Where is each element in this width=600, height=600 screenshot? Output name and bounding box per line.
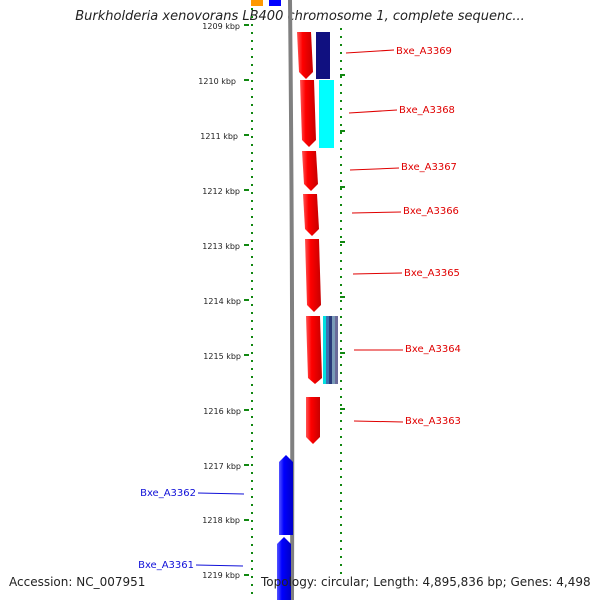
tick-label: 1210 kbp [198, 77, 236, 86]
blue-feature-top[interactable] [269, 0, 281, 6]
gene-arrow-bxe-a3365[interactable] [305, 239, 321, 312]
tick-label: 1209 kbp [202, 22, 240, 31]
gene-arrow-bxe-a3368[interactable] [300, 80, 316, 147]
tick-mark [244, 244, 249, 246]
cyan-feature[interactable] [319, 80, 334, 148]
gene-label-bxe-a3363[interactable]: Bxe_A3363 [405, 416, 461, 427]
tick-mark [340, 408, 345, 410]
tick-mark [244, 354, 249, 356]
gene-label-bxe-a3369[interactable]: Bxe_A3369 [396, 46, 452, 57]
tick-label: 1219 kbp [202, 571, 240, 580]
tick-label: 1213 kbp [202, 242, 240, 251]
tick-labels: 1209 kbp 1210 kbp 1211 kbp 1212 kbp 1213… [198, 22, 241, 580]
gene-arrow-bxe-a3369[interactable] [297, 32, 313, 79]
ticks-inner [244, 24, 249, 576]
tick-mark [244, 519, 249, 521]
gene-arrow-bxe-a3364[interactable] [306, 316, 322, 384]
tick-label: 1211 kbp [200, 132, 238, 141]
tick-mark [244, 464, 249, 466]
gene-label-bxe-a3362[interactable]: Bxe_A3362 [140, 488, 196, 499]
gene-label-bxe-a3361[interactable]: Bxe_A3361 [138, 560, 194, 571]
gene-label-bxe-a3366[interactable]: Bxe_A3366 [403, 206, 459, 217]
gene-arrow-bxe-a3367[interactable] [302, 151, 318, 191]
gene-label-bxe-a3365[interactable]: Bxe_A3365 [404, 268, 460, 279]
navy-feature[interactable] [316, 32, 330, 79]
gene-arrow-bxe-a3366[interactable] [303, 194, 319, 236]
tick-mark [244, 299, 249, 301]
tick-mark [244, 409, 249, 411]
striped-feature[interactable] [323, 316, 338, 384]
red-label-connectors [345, 49, 404, 423]
orange-feature[interactable] [251, 0, 263, 6]
map-title: Burkholderia xenovorans LB400 chromosome… [75, 9, 525, 24]
tick-mark [244, 79, 249, 81]
tick-mark [340, 296, 345, 298]
tick-mark [340, 186, 345, 188]
tick-mark [244, 574, 249, 576]
gene-arrow-bxe-a3362[interactable] [279, 455, 293, 535]
gene-label-bxe-a3364[interactable]: Bxe_A3364 [405, 344, 461, 355]
tick-label: 1218 kbp [202, 516, 240, 525]
tick-label: 1215 kbp [203, 352, 241, 361]
tick-mark [244, 24, 249, 26]
tick-label: 1214 kbp [203, 297, 241, 306]
gene-arrow-bxe-a3361[interactable] [277, 537, 291, 600]
tick-label: 1212 kbp [202, 187, 240, 196]
blue-label-connectors [195, 492, 245, 567]
tick-mark [340, 130, 345, 132]
gene-label-bxe-a3367[interactable]: Bxe_A3367 [401, 162, 457, 173]
tick-mark [244, 189, 249, 191]
tick-mark [340, 352, 345, 354]
tick-mark [340, 241, 345, 243]
gene-arrow-bxe-a3363[interactable] [306, 397, 320, 444]
tick-label: 1217 kbp [203, 462, 241, 471]
tick-mark [340, 74, 345, 76]
genome-summary-text: Topology: circular; Length: 4,895,836 bp… [261, 575, 591, 589]
tick-label: 1216 kbp [203, 407, 241, 416]
accession-text: Accession: NC_007951 [9, 575, 146, 589]
gene-label-bxe-a3368[interactable]: Bxe_A3368 [399, 105, 455, 116]
tick-mark [244, 134, 249, 136]
ticks-outer [340, 74, 345, 410]
